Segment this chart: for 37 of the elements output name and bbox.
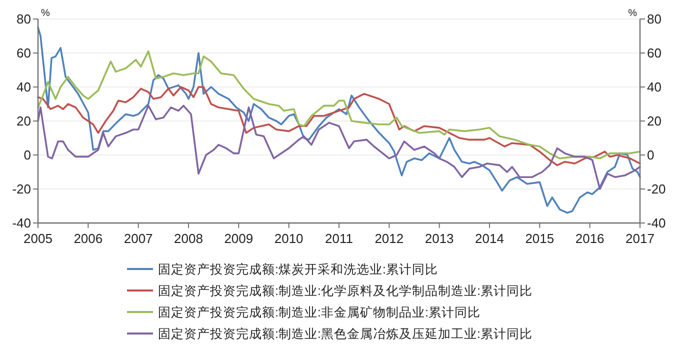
x-tick-label: 2006 (74, 231, 103, 246)
legend-label: 固定资产投资完成额:制造业:黑色金属冶炼及压延加工业:累计同比 (158, 326, 532, 341)
x-tick-label: 2011 (325, 231, 353, 246)
y2-tick-label: -20 (647, 182, 666, 196)
line-series (37, 104, 641, 190)
x-tick-label: 2010 (274, 231, 304, 246)
legend-label: 固定资产投资完成额:制造业:化学原料及化学制品制造业:累计同比 (158, 283, 532, 298)
y-tick-label: 80 (16, 12, 31, 26)
y2-axis-title: % (628, 8, 638, 19)
x-tick-label: 2007 (124, 231, 153, 246)
x-tick-label: 2012 (374, 231, 404, 246)
y-tick-label: 20 (16, 114, 31, 128)
y2-tick-label: 20 (647, 114, 662, 128)
line-series (37, 50, 641, 160)
y2-tick-label: 80 (647, 12, 662, 26)
line-series (37, 26, 641, 214)
y2-tick-label: 60 (647, 46, 662, 60)
x-tick-label: 2015 (525, 231, 554, 246)
y-axis-title: % (41, 8, 50, 19)
line-series (37, 86, 641, 166)
y-tick-label: 60 (16, 46, 31, 60)
y-tick-label: 40 (16, 80, 31, 94)
x-tick-label: 2014 (475, 231, 504, 246)
x-tick-label: 2008 (174, 231, 203, 246)
x-tick-label: 2016 (575, 231, 604, 246)
x-tick-label: 2017 (626, 231, 654, 246)
x-tick-label: 2005 (24, 231, 52, 246)
y2-tick-label: 40 (647, 80, 662, 94)
y-tick-label: -40 (12, 216, 31, 230)
legend-label: 固定资产投资完成额:制造业:非金属矿物制品业:累计同比 (158, 304, 480, 320)
x-tick-label: 2013 (424, 231, 454, 246)
y2-tick-label: 0 (647, 148, 654, 162)
y-tick-label: -20 (12, 182, 31, 196)
y2-tick-label: -40 (647, 216, 666, 230)
x-tick-label: 2009 (224, 231, 254, 246)
y-tick-label: 0 (24, 148, 31, 162)
legend-label: 固定资产投资完成额:煤炭开采和洗选业:累计同比 (158, 262, 438, 276)
